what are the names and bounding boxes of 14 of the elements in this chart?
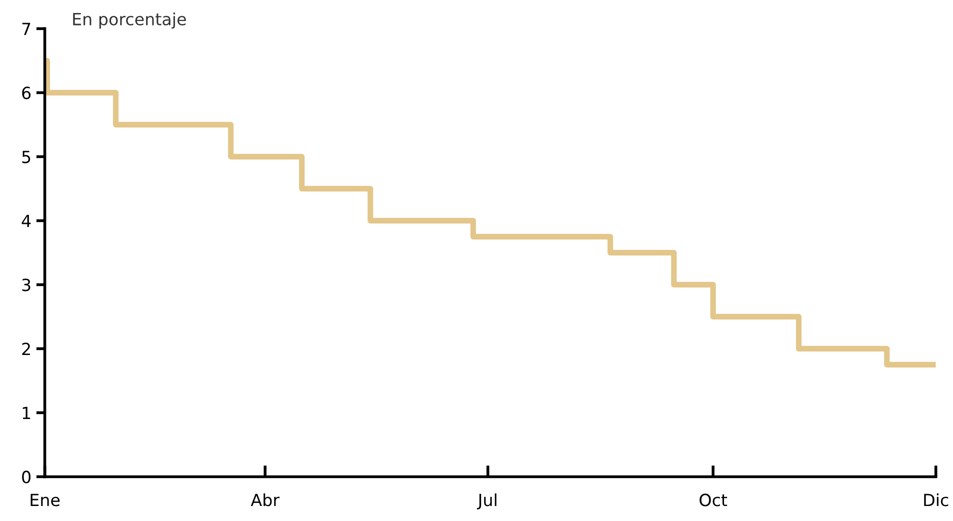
x-tick-label: Dic bbox=[924, 493, 948, 506]
y-tick-label: 7 bbox=[22, 22, 30, 35]
y-tick-label: 5 bbox=[22, 150, 30, 164]
x-tick-label: Jul bbox=[476, 493, 496, 510]
x-tick-label: Ene bbox=[30, 494, 60, 506]
x-tick-label: Abr bbox=[250, 493, 280, 506]
y-axis-title: En porcentaje bbox=[73, 12, 186, 29]
y-tick-label: 4 bbox=[22, 214, 31, 228]
y-tick-label: 2 bbox=[22, 342, 30, 356]
y-tick-label: 6 bbox=[22, 86, 31, 100]
y-tick-label: 1 bbox=[22, 406, 30, 420]
y-tick-label: 0 bbox=[22, 470, 30, 484]
y-tick-label: 3 bbox=[22, 278, 30, 292]
x-tick-label: Oct bbox=[700, 494, 728, 506]
